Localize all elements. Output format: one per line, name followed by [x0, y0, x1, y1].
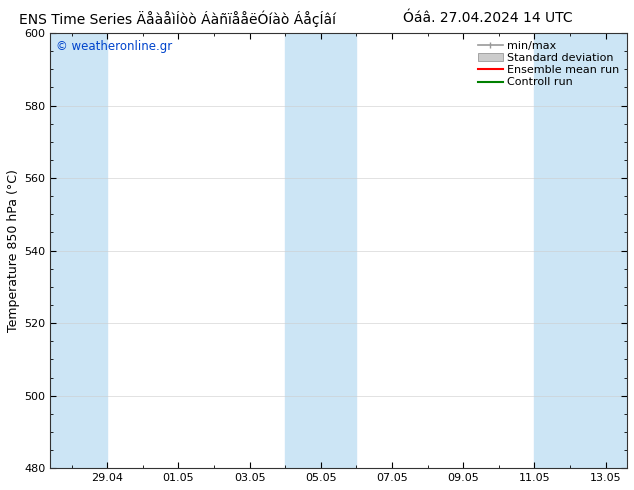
Bar: [285, 33, 356, 468]
Bar: [50, 33, 107, 468]
Y-axis label: Temperature 850 hPa (°C): Temperature 850 hPa (°C): [7, 169, 20, 332]
Text: © weatheronline.gr: © weatheronline.gr: [56, 40, 172, 53]
Legend: min/max, Standard deviation, Ensemble mean run, Controll run: min/max, Standard deviation, Ensemble me…: [476, 39, 621, 90]
Text: ENS Time Series ÄåàåìÍòò ÁàñïååëÓíàò ÁåçÍâí: ENS Time Series ÄåàåìÍòò ÁàñïååëÓíàò Áåç…: [19, 11, 336, 27]
Bar: [534, 33, 627, 468]
Text: Óáâ. 27.04.2024 14 UTC: Óáâ. 27.04.2024 14 UTC: [403, 11, 573, 25]
